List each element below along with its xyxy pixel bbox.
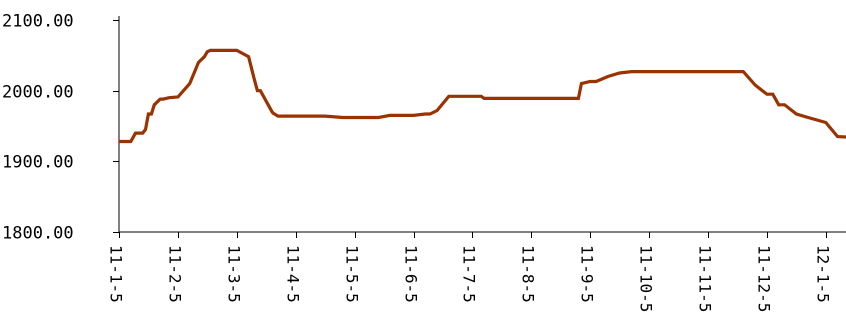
y-tick-label: 1900.00 [2, 153, 74, 173]
x-axis: 11-1-5 11-2-5 11-3-5 11-4-5 11-5-5 11-6-5 11-7… [107, 231, 846, 312]
y-tick-label: 2000.00 [2, 83, 74, 103]
x-tick-label: 11-8-5 [519, 245, 538, 303]
series-layer [119, 48, 846, 144]
x-tick-label: 11-2-5 [166, 245, 185, 303]
x-tick-label: 11-5-5 [343, 245, 362, 303]
x-tick-label: 11-9-5 [578, 245, 597, 303]
x-tick-label: 11-1-5 [107, 245, 126, 303]
x-tick-label: 11-3-5 [225, 245, 244, 303]
x-tick-label: 12-1-5 [814, 245, 833, 303]
y-tick-label: 1800.00 [2, 224, 74, 244]
x-tick-label: 11-6-5 [402, 245, 421, 303]
x-tick-label: 11-11-5 [696, 245, 715, 312]
x-tick-label: 11-4-5 [284, 245, 303, 303]
series-line-0 [119, 48, 846, 144]
y-tick-label: 2100.00 [2, 12, 74, 32]
x-tick-label: 11-10-5 [637, 245, 656, 312]
y-axis: 1800.00 1900.00 2000.00 2100.00 [2, 12, 120, 244]
x-tick-label: 11-7-5 [460, 245, 479, 303]
x-tick-label: 11-12-5 [755, 245, 774, 312]
